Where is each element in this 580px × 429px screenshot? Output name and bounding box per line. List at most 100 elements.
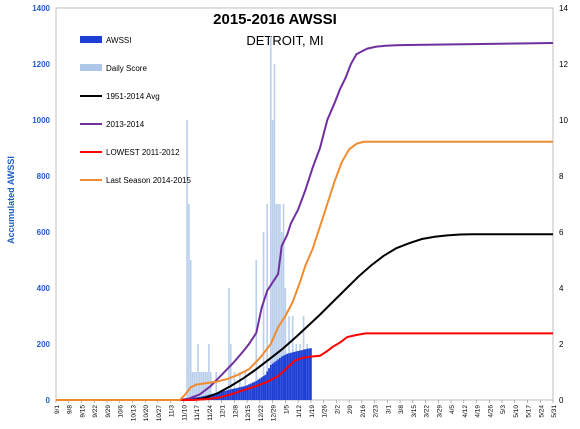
y2-tick-label: 6 [559, 228, 564, 237]
legend-label: AWSSI [106, 36, 131, 45]
x-tick-label: 12/1 [220, 405, 227, 418]
daily-score-bar [271, 120, 274, 400]
awssi-bar [255, 380, 258, 400]
x-tick-label: 1/19 [309, 405, 316, 418]
y-tick-label: 1400 [32, 4, 50, 13]
awssi-bar [215, 393, 218, 400]
x-tick-label: 3/15 [411, 405, 418, 418]
x-tick-label: 9/8 [67, 405, 74, 414]
y-axis-label: Accumulated AWSSI [6, 156, 16, 244]
awssi-bar [295, 351, 298, 400]
chart-title: 2015-2016 AWSSI [213, 11, 337, 28]
daily-score-bar [270, 36, 272, 400]
legend-label: 2013-2014 [106, 120, 145, 129]
y2-tick-label: 2 [559, 340, 564, 349]
daily-score-bar [239, 372, 241, 400]
x-tick-label: 10/20 [143, 405, 150, 422]
awssi-bar [304, 349, 307, 400]
awssi-bar [257, 379, 259, 400]
awssi-bar [275, 360, 278, 400]
awssi-bar [279, 358, 281, 400]
x-tick-label: 1/12 [296, 405, 303, 418]
x-tick-label: 11/17 [194, 405, 201, 421]
x-tick-label: 4/5 [449, 405, 456, 414]
daily-score-bar [188, 204, 190, 400]
x-tick-label: 3/8 [398, 405, 405, 414]
series-line [56, 140, 553, 401]
awssi-bar [286, 353, 289, 400]
awssi-bar [235, 388, 238, 400]
awssi-bar [218, 392, 221, 400]
awssi-bar [300, 350, 303, 400]
daily-score-bar [195, 372, 197, 400]
y-tick-label: 200 [37, 340, 51, 349]
daily-score-bar [280, 232, 283, 400]
awssi-bar [209, 394, 212, 400]
y2-tick-label: 4 [559, 284, 564, 293]
y-tick-label: 400 [37, 284, 51, 293]
awssi-bar [211, 393, 214, 400]
x-tick-label: 9/1 [54, 405, 61, 414]
y-tick-label: 0 [46, 396, 51, 405]
series-line [56, 42, 554, 401]
x-tick-label: 12/15 [245, 405, 252, 422]
plot-area: 0 200 400 600 800 1000 1200 1400 0 2 4 6 8 10 12 14 9/1 9… [32, 4, 568, 421]
awssi-bar [217, 392, 219, 400]
daily-score-bar [275, 204, 278, 400]
daily-score-bar [189, 260, 192, 400]
awssi-bar [249, 383, 252, 400]
awssi-bar [260, 377, 263, 400]
x-tick-label: 10/13 [130, 405, 137, 422]
awssi-bar [242, 386, 245, 400]
awssi-bar [268, 368, 270, 400]
awssi-bar [277, 359, 280, 400]
x-tick-label: 12/8 [232, 405, 239, 418]
daily-score-bar [277, 204, 279, 400]
awssi-bar [213, 393, 216, 400]
awssi-bar [264, 374, 267, 400]
awssi-bar [191, 397, 194, 400]
awssi-bar [244, 386, 247, 400]
x-tick-label: 11/10 [181, 405, 188, 421]
y-tick-label: 800 [37, 172, 51, 181]
y-tick-label: 1000 [32, 116, 50, 125]
x-tick-label: 12/22 [258, 405, 265, 422]
awssi-bar [280, 356, 283, 400]
x-tick-label: 2/23 [373, 405, 380, 418]
x-tick-label: 5/3 [500, 405, 507, 414]
daily-score-bar [273, 64, 276, 400]
y2-tick-label: 8 [559, 172, 564, 181]
x-tick-label: 3/29 [436, 405, 443, 418]
awssi-bar [262, 376, 265, 400]
x-tick-label: 11/3 [169, 405, 176, 418]
awssi-bar [293, 351, 296, 400]
x-tick-label: 12/29 [271, 405, 278, 422]
legend-swatch [80, 36, 102, 43]
x-tick-label: 9/22 [92, 405, 99, 418]
awssi-bar [282, 355, 285, 400]
awssi-bar [309, 348, 312, 400]
x-tick-label: 4/19 [475, 405, 482, 418]
x-tick-label: 9/29 [105, 405, 112, 418]
x-tick-label: 10/6 [118, 405, 125, 418]
plot-frame [55, 7, 554, 401]
daily-score-bar [266, 204, 268, 400]
chart-subtitle: DETROIT, MI [246, 33, 323, 48]
awssi-bar [302, 349, 305, 400]
awssi-bar [306, 348, 309, 400]
awssi-bar [251, 382, 254, 400]
daily-score-bar [229, 344, 232, 400]
legend-label: 1951-2014 Avg [106, 92, 160, 101]
x-tick-label: 2/16 [360, 405, 367, 418]
awssi-bar [240, 386, 243, 400]
x-tick-label: 4/26 [487, 405, 494, 418]
daily-score-bar [206, 372, 208, 400]
awssi-bar [297, 351, 300, 400]
y-tick-label: 1200 [32, 60, 50, 69]
awssi-bar [266, 371, 269, 400]
x-tick-label: 5/17 [526, 405, 533, 418]
x-tick-label: 5/24 [538, 405, 545, 418]
y2-tick-label: 10 [559, 116, 568, 125]
awssi-bar [269, 365, 272, 400]
